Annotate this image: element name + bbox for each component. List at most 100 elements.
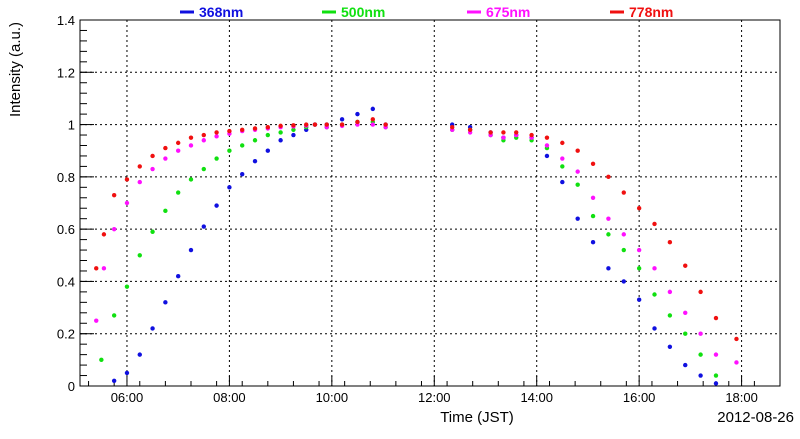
data-point: [698, 289, 703, 295]
data-point: [101, 266, 107, 271]
data-point: [575, 169, 580, 174]
data-point: [734, 360, 739, 365]
legend: 368nm 500nm 675nm 778nm: [180, 4, 673, 20]
legend-label: 778nm: [629, 4, 673, 20]
y-tick-label: 1: [68, 118, 75, 133]
data-series: [94, 106, 739, 386]
data-point: [606, 216, 611, 221]
data-point: [94, 266, 99, 271]
data-point: [124, 200, 130, 206]
data-point: [201, 166, 206, 172]
data-point: [544, 143, 550, 148]
data-point: [370, 106, 376, 112]
data-point: [698, 352, 703, 357]
data-point: [370, 122, 376, 127]
data-point: [339, 122, 345, 127]
data-point: [150, 326, 155, 331]
y-tick-label: 0.4: [57, 274, 75, 289]
data-point: [590, 240, 596, 245]
x-tick-label: 10:00: [316, 390, 349, 405]
data-point: [94, 318, 99, 323]
data-point: [137, 253, 142, 258]
data-point: [652, 326, 657, 331]
data-point: [278, 138, 283, 143]
data-point: [240, 172, 245, 177]
data-point: [201, 132, 206, 138]
data-point: [590, 195, 596, 200]
data-point: [590, 161, 596, 166]
data-point: [636, 297, 642, 302]
data-point: [667, 344, 673, 349]
data-point: [355, 119, 360, 125]
data-point: [652, 266, 657, 271]
y-tick-label: 0.6: [57, 222, 75, 237]
data-point: [265, 124, 271, 130]
data-point: [683, 362, 688, 368]
data-point: [713, 373, 719, 378]
data-point: [560, 156, 565, 161]
data-point: [560, 179, 565, 185]
data-point: [137, 164, 142, 169]
data-point: [227, 185, 232, 190]
x-tick-label: 14:00: [520, 390, 553, 405]
data-point: [252, 158, 258, 164]
data-point: [201, 138, 206, 143]
data-point: [529, 132, 534, 138]
data-point: [575, 148, 580, 153]
data-point: [621, 247, 626, 253]
data-point: [312, 122, 318, 127]
data-point: [227, 128, 232, 134]
data-point: [252, 126, 258, 131]
data-point: [514, 130, 519, 135]
data-point: [713, 381, 719, 386]
x-axis-title: Time (JST): [440, 409, 514, 426]
data-point: [383, 122, 388, 127]
data-point: [111, 192, 117, 198]
data-point: [175, 140, 181, 146]
data-point: [137, 179, 142, 185]
date-label: 2012-08-26: [717, 409, 794, 426]
data-point: [240, 143, 245, 148]
data-point: [163, 156, 168, 161]
data-point: [467, 127, 473, 132]
data-point: [304, 122, 309, 127]
data-point: [278, 130, 283, 135]
data-point: [606, 174, 611, 180]
data-point: [137, 352, 142, 357]
data-point: [111, 226, 117, 232]
data-point: [683, 263, 688, 268]
series-675nm: [94, 122, 739, 365]
data-point: [667, 313, 673, 318]
series-778nm: [94, 117, 739, 342]
data-point: [188, 135, 194, 140]
data-point: [339, 117, 345, 122]
data-point: [713, 352, 719, 357]
data-point: [544, 153, 550, 159]
legend-label: 368nm: [199, 4, 243, 20]
legend-label: 500nm: [341, 4, 385, 20]
data-point: [163, 145, 168, 151]
data-point: [590, 213, 596, 219]
x-tick-label: 16:00: [623, 390, 656, 405]
x-tick-label: 18:00: [725, 390, 758, 405]
data-point: [99, 357, 104, 363]
data-point: [636, 206, 642, 211]
data-point: [188, 177, 194, 182]
data-point: [163, 208, 168, 214]
data-point: [621, 190, 626, 195]
data-point: [544, 135, 550, 140]
data-point: [101, 232, 107, 237]
data-point: [214, 130, 219, 135]
data-point: [652, 221, 657, 227]
y-tick-label: 1.4: [57, 13, 75, 28]
data-point: [150, 166, 155, 172]
data-point: [355, 111, 360, 117]
data-point: [488, 130, 493, 135]
data-point: [621, 232, 626, 237]
data-point: [636, 266, 642, 271]
data-point: [240, 127, 245, 132]
data-point: [111, 378, 117, 383]
data-point: [560, 164, 565, 169]
data-point: [667, 240, 673, 245]
